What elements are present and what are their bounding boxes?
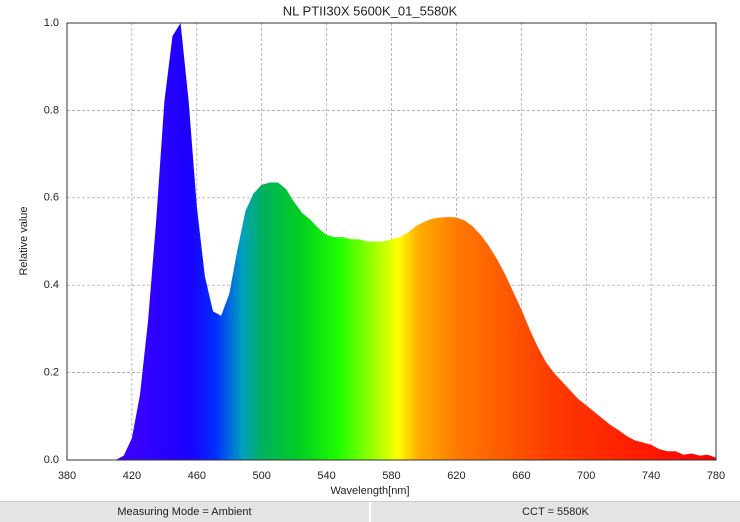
- y-tick-label: 0.4: [44, 279, 59, 291]
- y-tick-label: 0.0: [44, 454, 59, 466]
- y-tick-label: 0.8: [44, 104, 59, 116]
- y-tick-label: 1.0: [44, 17, 59, 29]
- x-tick-label: 700: [577, 470, 595, 482]
- x-tick-label: 580: [382, 470, 400, 482]
- y-tick-label: 0.2: [44, 367, 59, 379]
- x-tick-label: 740: [642, 470, 660, 482]
- x-tick-label: 660: [512, 470, 530, 482]
- x-tick-label: 620: [447, 470, 465, 482]
- chart: NL PTII30X 5600K_01_5580K Wavelength[nm]…: [18, 3, 725, 497]
- x-tick-label: 380: [58, 470, 76, 482]
- spectrum-area: [67, 23, 716, 460]
- plot-frame: [66, 22, 717, 461]
- x-tick-label: 780: [707, 470, 725, 482]
- x-axis-title: Wavelength[nm]: [330, 485, 409, 497]
- x-tick-label: 500: [253, 470, 271, 482]
- cct: CCT = 5580K: [369, 502, 740, 522]
- x-tick-label: 540: [317, 470, 335, 482]
- chart-title: NL PTII30X 5600K_01_5580K: [283, 3, 458, 18]
- x-tick-label: 420: [123, 470, 141, 482]
- y-axis-title: Relative value: [18, 206, 30, 275]
- status-bar: Measuring Mode = Ambient CCT = 5580K: [0, 501, 740, 522]
- x-tick-label: 460: [188, 470, 206, 482]
- y-tick-label: 0.6: [44, 192, 59, 204]
- measuring-mode: Measuring Mode = Ambient: [117, 506, 252, 518]
